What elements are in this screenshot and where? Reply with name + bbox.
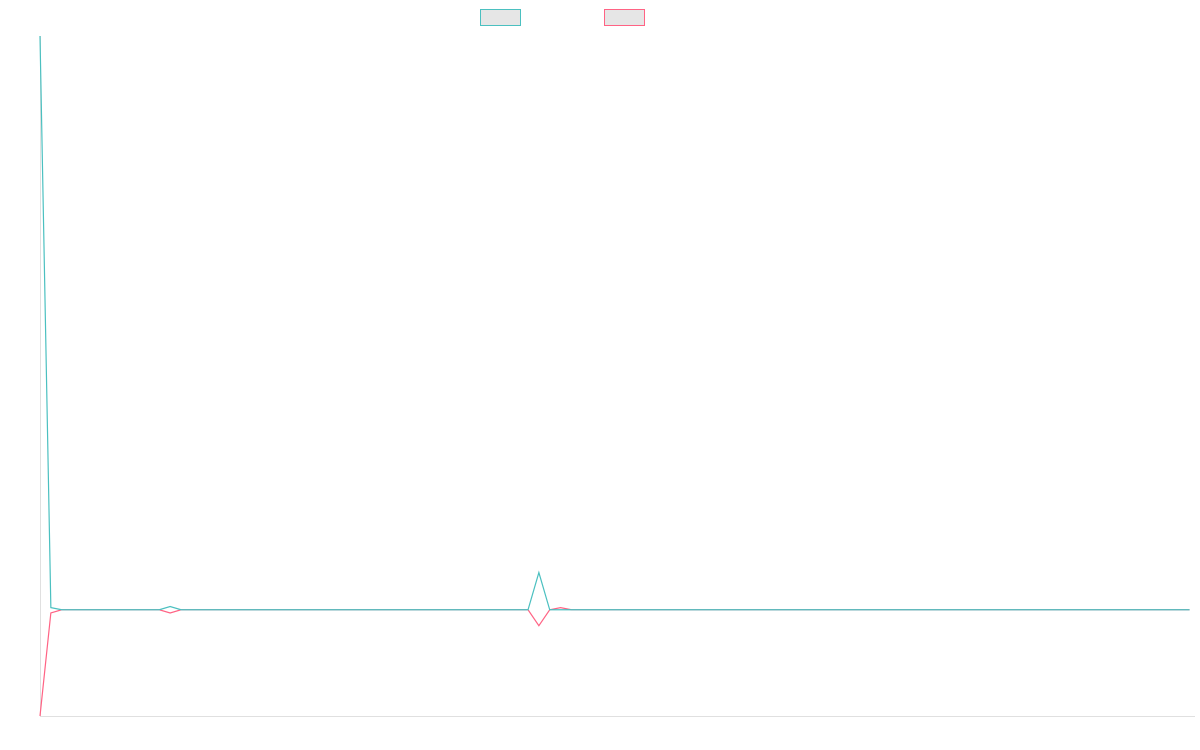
legend-swatch: [480, 9, 521, 26]
series-line: [39, 35, 1190, 611]
legend-swatch: [604, 9, 645, 26]
series-line: [39, 607, 1190, 717]
